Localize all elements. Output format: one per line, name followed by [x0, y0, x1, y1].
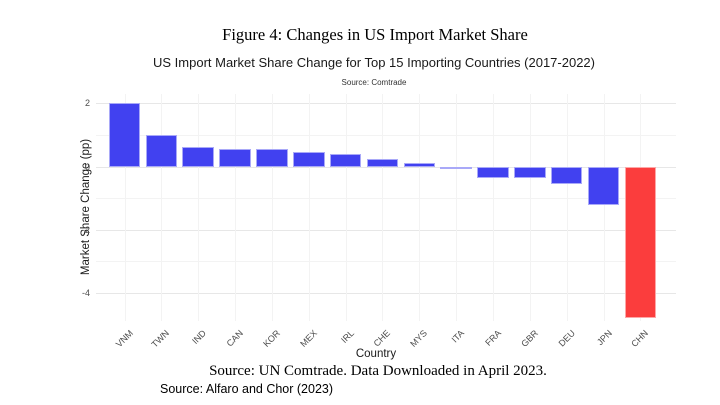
bar-ind [182, 146, 214, 167]
gridline-horizontal-minor [96, 261, 676, 263]
bar-jpn [587, 166, 620, 205]
gridline-vertical [419, 94, 421, 321]
gridline-vertical [456, 94, 458, 321]
y-axis-label: Market Share Change (pp) [80, 138, 92, 276]
bar-chn [624, 166, 657, 319]
gridline-vertical [529, 94, 531, 321]
bar-mex [293, 152, 325, 167]
y-tick-label: 2 [84, 98, 90, 109]
gridline-vertical [198, 94, 200, 321]
gridline-horizontal-major [96, 103, 676, 105]
caption-data-source: Source: UN Comtrade. Data Downloaded in … [209, 363, 547, 379]
bar-vnm [108, 103, 141, 167]
plot-panel [96, 94, 676, 321]
gridline-horizontal-major [96, 292, 676, 294]
gridline-vertical [566, 94, 568, 321]
y-tick-label: -4 [81, 287, 90, 298]
gridline-vertical [161, 94, 163, 321]
gridline-horizontal-major [96, 166, 676, 168]
gridline-vertical [493, 94, 494, 321]
caption-attribution: Source: Alfaro and Chor (2023) [160, 382, 334, 396]
bar-ita [440, 166, 472, 169]
bar-fra [477, 166, 509, 178]
chart-title: US Import Market Share Change for Top 15… [153, 55, 595, 70]
gridline-horizontal-major [96, 229, 676, 231]
y-tick-label: 0 [84, 161, 90, 172]
bar-gbr [514, 166, 546, 178]
bar-twn [145, 134, 178, 167]
gridline-vertical [124, 94, 126, 321]
gridline-horizontal-minor [96, 198, 676, 200]
gridline-horizontal-minor [96, 134, 676, 136]
chart-subtitle: Source: Comtrade [341, 78, 407, 87]
gridline-vertical [308, 94, 310, 321]
bar-kor [256, 149, 288, 167]
x-axis-label: Country [355, 348, 397, 360]
gridline-vertical [603, 94, 605, 321]
bar-irl [329, 153, 362, 167]
bar-deu [550, 166, 583, 184]
gridline-vertical [235, 94, 237, 321]
gridline-vertical [345, 94, 347, 321]
y-tick-label: -2 [81, 224, 90, 235]
gridline-vertical [382, 94, 384, 321]
bar-mys [403, 163, 436, 167]
gridline-vertical [271, 94, 273, 321]
figure-title: Figure 4: Changes in US Import Market Sh… [222, 25, 528, 44]
bar-che [366, 158, 399, 167]
bar-can [219, 149, 251, 167]
